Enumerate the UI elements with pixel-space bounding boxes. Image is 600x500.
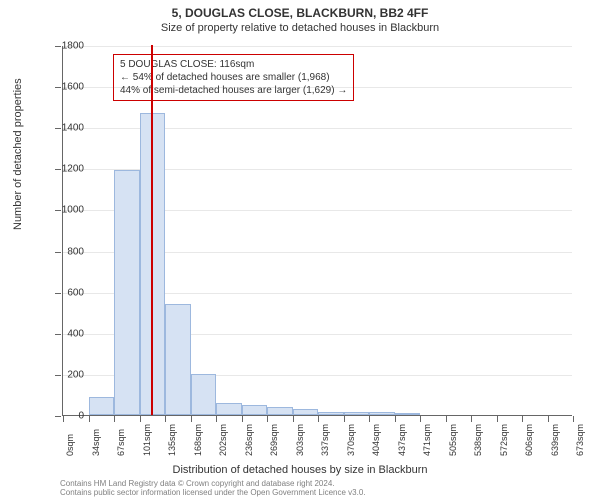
annotation-box: 5 DOUGLAS CLOSE: 116sqm ← 54% of detache… <box>113 54 354 101</box>
x-tick-label: 269sqm <box>269 424 279 456</box>
x-tick-label: 0sqm <box>65 434 75 456</box>
y-tick-label: 0 <box>78 411 84 422</box>
y-tick-label: 200 <box>67 369 84 380</box>
plot-area: 5 DOUGLAS CLOSE: 116sqm ← 54% of detache… <box>62 46 572 416</box>
x-tick-label: 303sqm <box>295 424 305 456</box>
histogram-bar <box>216 403 242 415</box>
x-tick-label: 639sqm <box>550 424 560 456</box>
x-tick <box>369 416 370 422</box>
chart-title: 5, DOUGLAS CLOSE, BLACKBURN, BB2 4FF <box>0 0 600 20</box>
histogram-bar <box>344 412 370 415</box>
footer-line-2: Contains public sector information licen… <box>60 488 366 498</box>
histogram-bar <box>267 407 293 415</box>
y-tick-label: 1400 <box>62 123 84 134</box>
histogram-bar <box>89 397 115 416</box>
x-tick-label: 337sqm <box>320 424 330 456</box>
x-tick-label: 606sqm <box>524 424 534 456</box>
x-tick-label: 572sqm <box>499 424 509 456</box>
x-tick <box>395 416 396 422</box>
grid-line <box>63 87 572 88</box>
y-tick-label: 400 <box>67 328 84 339</box>
x-tick <box>522 416 523 422</box>
histogram-bar <box>369 412 395 415</box>
y-tick <box>55 334 61 335</box>
histogram-bar <box>395 413 421 415</box>
annotation-line-1: 5 DOUGLAS CLOSE: 116sqm <box>120 58 347 71</box>
x-tick <box>216 416 217 422</box>
x-tick-label: 437sqm <box>397 424 407 456</box>
x-tick <box>267 416 268 422</box>
y-axis-title: Number of detached properties <box>12 78 24 230</box>
histogram-bar <box>293 409 319 415</box>
histogram-bar <box>242 405 268 415</box>
x-tick <box>471 416 472 422</box>
footer-line-1: Contains HM Land Registry data © Crown c… <box>60 479 366 489</box>
histogram-bar <box>318 412 344 415</box>
x-tick <box>191 416 192 422</box>
x-tick <box>344 416 345 422</box>
y-tick <box>55 210 61 211</box>
histogram-bar <box>165 304 191 415</box>
y-tick <box>55 416 61 417</box>
x-axis-title: Distribution of detached houses by size … <box>0 464 600 476</box>
footer-text: Contains HM Land Registry data © Crown c… <box>60 479 366 498</box>
y-tick-label: 800 <box>67 246 84 257</box>
y-tick-label: 1800 <box>62 41 84 52</box>
x-tick-label: 404sqm <box>371 424 381 456</box>
x-tick-label: 202sqm <box>218 424 228 456</box>
property-marker-line <box>151 45 153 415</box>
y-tick <box>55 293 61 294</box>
chart-container: 5, DOUGLAS CLOSE, BLACKBURN, BB2 4FF Siz… <box>0 0 600 500</box>
annotation-line-3: 44% of semi-detached houses are larger (… <box>120 84 347 97</box>
x-tick <box>165 416 166 422</box>
y-tick-label: 600 <box>67 287 84 298</box>
y-tick <box>55 87 61 88</box>
histogram-bar <box>114 170 140 415</box>
x-tick <box>140 416 141 422</box>
y-tick <box>55 128 61 129</box>
x-tick-label: 538sqm <box>473 424 483 456</box>
x-tick <box>573 416 574 422</box>
y-tick <box>55 375 61 376</box>
x-tick-label: 471sqm <box>422 424 432 456</box>
grid-line <box>63 46 572 47</box>
x-tick-label: 673sqm <box>575 424 585 456</box>
x-tick-label: 34sqm <box>91 429 101 456</box>
x-tick-label: 101sqm <box>142 424 152 456</box>
x-tick-label: 67sqm <box>116 429 126 456</box>
y-tick-label: 1200 <box>62 164 84 175</box>
x-tick <box>446 416 447 422</box>
x-tick-label: 370sqm <box>346 424 356 456</box>
x-tick <box>89 416 90 422</box>
x-tick <box>242 416 243 422</box>
annotation-line-2: ← 54% of detached houses are smaller (1,… <box>120 71 347 84</box>
x-tick <box>293 416 294 422</box>
x-tick <box>114 416 115 422</box>
histogram-bar <box>191 374 217 415</box>
y-tick-label: 1600 <box>62 82 84 93</box>
y-tick <box>55 252 61 253</box>
x-tick <box>63 416 64 422</box>
x-tick-label: 505sqm <box>448 424 458 456</box>
chart-subtitle: Size of property relative to detached ho… <box>0 20 600 34</box>
x-tick-label: 168sqm <box>193 424 203 456</box>
x-tick <box>548 416 549 422</box>
x-tick <box>497 416 498 422</box>
y-tick <box>55 169 61 170</box>
x-tick <box>420 416 421 422</box>
y-tick <box>55 46 61 47</box>
x-tick-label: 236sqm <box>244 424 254 456</box>
x-tick-label: 135sqm <box>167 424 177 456</box>
x-tick <box>318 416 319 422</box>
y-tick-label: 1000 <box>62 205 84 216</box>
